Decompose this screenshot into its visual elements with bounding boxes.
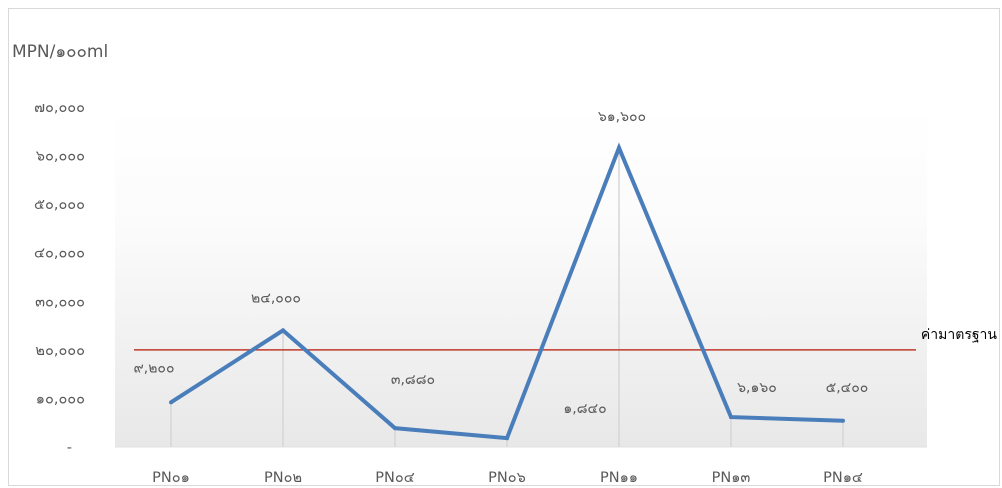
data-label: ๒๔,๐๐๐ bbox=[251, 290, 301, 306]
data-label: ๕,๔๐๐ bbox=[826, 380, 869, 396]
data-point bbox=[505, 436, 509, 441]
x-tick-label: PN๐๒ bbox=[264, 470, 302, 486]
x-tick-label: PN๐๑ bbox=[152, 470, 190, 486]
reference-line-label: ค่ามาตรฐาน bbox=[921, 327, 998, 343]
data-points bbox=[169, 145, 845, 441]
y-tick-label: ๗๐,๐๐๐ bbox=[34, 100, 85, 116]
y-axis-ticks: - ๑๐,๐๐๐ ๒๐,๐๐๐ ๓๐,๐๐๐ ๔๐,๐๐๐ ๕๐,๐๐๐ ๖๐,๐๐๐ ๗๐,… bbox=[34, 100, 85, 456]
x-tick-label: PN๑๓ bbox=[712, 470, 751, 486]
y-tick-label: ๖๐,๐๐๐ bbox=[36, 149, 85, 165]
data-label: ๓,๘๘๐ bbox=[391, 372, 435, 388]
data-label: ๖๑,๖๐๐ bbox=[598, 109, 646, 125]
x-tick-label: PN๑๔ bbox=[823, 470, 863, 486]
y-tick-label: ๑๐,๐๐๐ bbox=[36, 391, 85, 407]
data-point bbox=[617, 145, 621, 150]
x-tick-label: PN๐๖ bbox=[488, 470, 526, 486]
data-point bbox=[841, 418, 845, 423]
data-point bbox=[729, 415, 733, 420]
y-axis-label: MPN/๑๐๐ml bbox=[12, 42, 108, 62]
data-point bbox=[169, 400, 173, 405]
y-tick-label: ๒๐,๐๐๐ bbox=[35, 343, 85, 359]
x-tick-label: PN๑๑ bbox=[600, 470, 638, 486]
y-tick-label: - bbox=[67, 440, 72, 456]
data-point bbox=[393, 426, 397, 431]
y-tick-label: ๕๐,๐๐๐ bbox=[34, 197, 85, 213]
x-axis-categories: PN๐๑ PN๐๒ PN๐๔ PN๐๖ PN๑๑ PN๑๓ PN๑๔ bbox=[152, 470, 863, 486]
data-label: ๙,๒๐๐ bbox=[133, 360, 174, 376]
y-tick-label: ๔๐,๐๐๐ bbox=[34, 246, 85, 262]
data-label: ๑,๘๔๐ bbox=[563, 401, 606, 417]
plot-area bbox=[115, 107, 927, 447]
data-label: ๖,๑๖๐ bbox=[737, 380, 777, 396]
data-point bbox=[281, 328, 285, 333]
y-tick-label: ๓๐,๐๐๐ bbox=[35, 294, 85, 310]
x-tick-label: PN๐๔ bbox=[375, 470, 414, 486]
